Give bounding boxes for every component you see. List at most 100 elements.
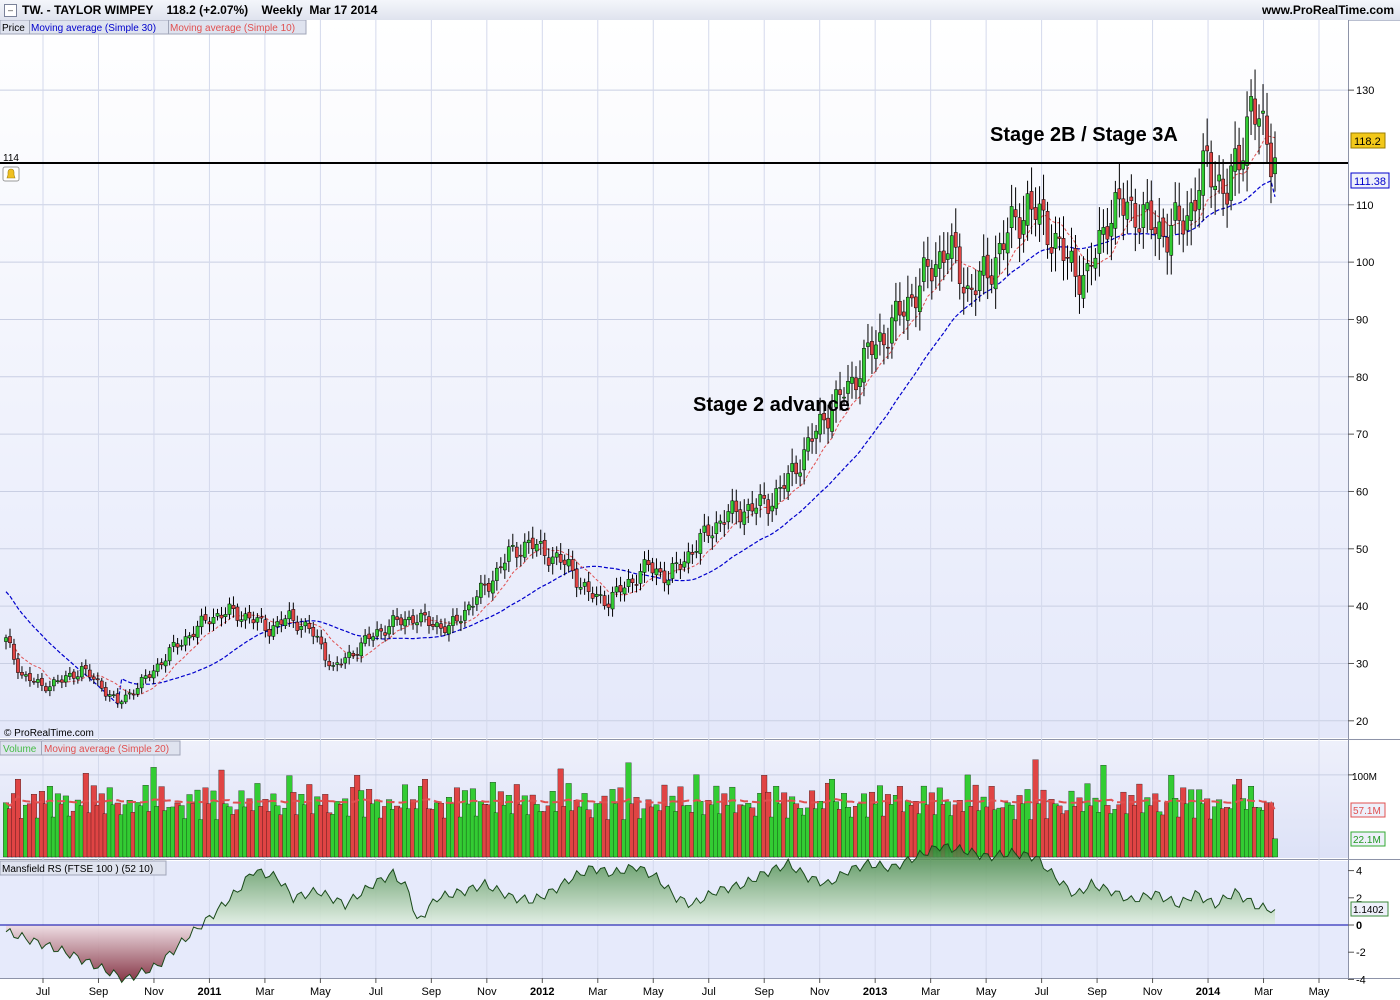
candle-body (1233, 148, 1237, 172)
candle-down (870, 326, 874, 374)
candle-up (945, 232, 950, 275)
month-tick-label: May (643, 986, 664, 998)
candle-body (335, 662, 340, 665)
ma30-value: 111.38 (1354, 176, 1386, 188)
candle-down (159, 658, 164, 670)
candle-body (215, 613, 220, 617)
candle-up (622, 581, 627, 602)
candle-down (1061, 216, 1066, 281)
legend-ma30[interactable]: Moving average (Simple 30) (31, 23, 156, 34)
candle-up (917, 268, 922, 331)
candle-body (411, 615, 415, 624)
candle-body (315, 635, 320, 638)
candle-body (846, 380, 850, 394)
candle-body (858, 378, 862, 387)
site-link[interactable]: www.ProRealTime.com (1261, 3, 1394, 17)
candle-body (383, 632, 387, 636)
month-tick-label: Sep (422, 986, 442, 998)
candle-body (1205, 145, 1210, 152)
copyright-label: © ProRealTime.com (4, 728, 94, 739)
candle-up (830, 394, 834, 439)
price-panel-bg (0, 20, 1348, 738)
candle-body (1089, 265, 1094, 267)
candle-body (1137, 228, 1142, 233)
candle-body (319, 636, 324, 645)
candle-down (395, 608, 399, 626)
candle-down (969, 273, 974, 307)
candle-body (658, 568, 663, 573)
candle-body (802, 449, 806, 471)
candle-body (127, 692, 132, 695)
candle-body (283, 618, 288, 626)
candle-up (718, 514, 723, 532)
candle-body (538, 541, 543, 544)
candle-up (315, 629, 320, 643)
candle-body (566, 558, 571, 567)
candle-body (1121, 198, 1126, 216)
candle-body (151, 670, 156, 679)
candle-body (586, 581, 591, 592)
candle-up (435, 615, 439, 635)
candle-body (203, 614, 208, 621)
candle-body (323, 642, 328, 661)
candle-body (913, 296, 918, 309)
candle-body (1001, 243, 1006, 250)
candle-down (147, 670, 152, 682)
candle-up (24, 671, 28, 682)
candle-body (16, 658, 20, 673)
rs-tick-label: -4 (1356, 974, 1366, 986)
candle-body (690, 552, 695, 555)
candle-down (1181, 208, 1186, 253)
candle-down (650, 557, 655, 582)
candle-body (24, 674, 28, 677)
candle-body (1125, 201, 1130, 220)
candle-down (902, 299, 906, 335)
legend-ma10[interactable]: Moving average (Simple 10) (170, 23, 295, 34)
candle-body (1189, 202, 1194, 221)
candle-down (83, 659, 88, 676)
candle-up (746, 498, 751, 523)
candle-up (459, 615, 463, 632)
candle-down (602, 590, 607, 610)
candle-down (518, 544, 523, 567)
candle-down (131, 689, 136, 700)
candle-down (1149, 180, 1154, 240)
candle-body (906, 296, 910, 321)
legend-price[interactable]: Price (2, 23, 25, 34)
volume-100m-label: 100M (1352, 772, 1377, 783)
candle-down (423, 603, 427, 623)
candle-up (778, 475, 783, 502)
candle-down (207, 616, 212, 632)
candle-body (1093, 257, 1098, 269)
candle-body (1085, 263, 1090, 272)
candle-body (391, 615, 395, 627)
candle-up (890, 304, 894, 359)
candle-up (243, 607, 248, 629)
legend-volume-ma20[interactable]: Moving average (Simple 20) (44, 744, 169, 755)
alert-bell-icon[interactable] (2, 166, 20, 182)
month-tick-label: 2011 (197, 986, 221, 998)
legend-mansfield-rs[interactable]: Mansfield RS (FTSE 100 ) (52 10) (2, 864, 153, 875)
candle-body (969, 287, 974, 290)
candle-body (275, 621, 280, 627)
candle-up (1037, 186, 1042, 242)
candle-body (862, 348, 866, 383)
candle-down (690, 544, 695, 564)
candle-up (1109, 199, 1114, 261)
candle-up (997, 232, 1002, 275)
candle-body (139, 677, 144, 689)
candle-up (1101, 209, 1106, 253)
candle-down (1089, 242, 1094, 286)
candle-body (830, 409, 834, 432)
candle-up (387, 619, 391, 639)
candle-up (36, 673, 40, 688)
candle-up (371, 632, 375, 647)
candle-body (606, 603, 611, 608)
minimize-icon[interactable]: – (4, 4, 17, 17)
candle-up (1201, 133, 1206, 221)
legend-volume[interactable]: Volume (3, 744, 37, 755)
candle-down (542, 532, 547, 565)
candle-body (231, 605, 236, 609)
candle-down (826, 404, 830, 444)
